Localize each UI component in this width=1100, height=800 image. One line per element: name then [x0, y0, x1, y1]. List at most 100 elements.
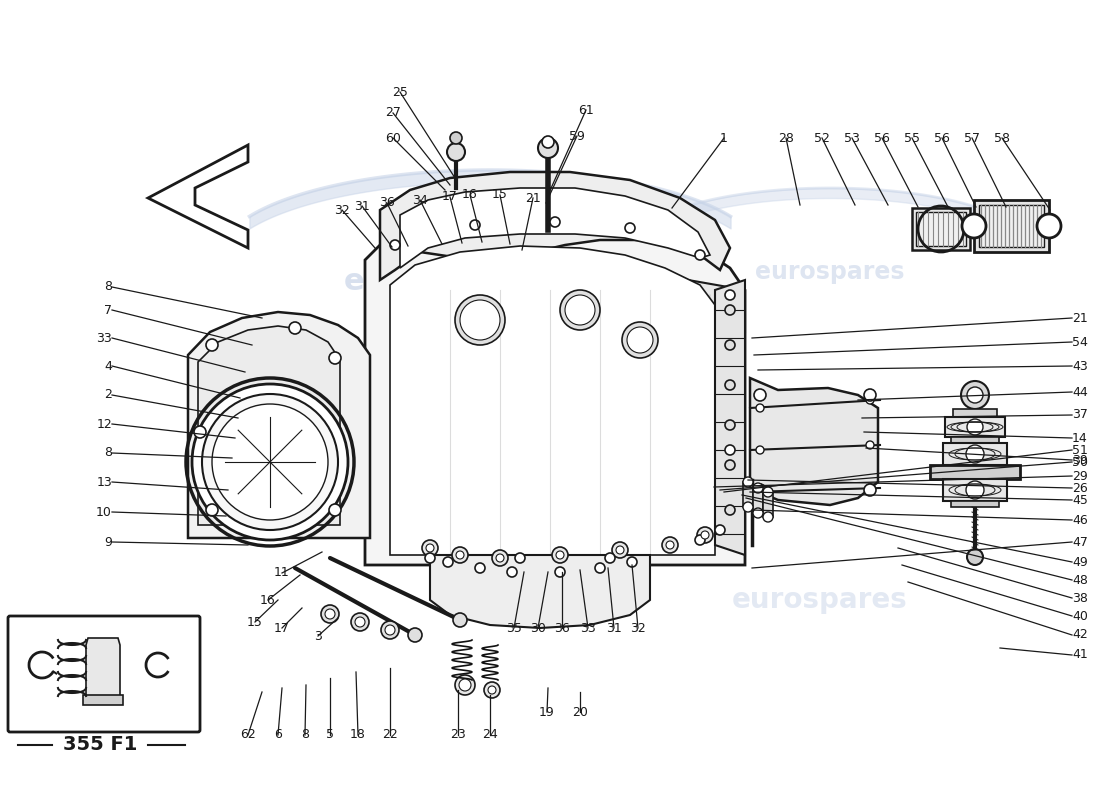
Text: 34: 34	[412, 194, 428, 206]
Text: 15: 15	[248, 615, 263, 629]
Text: 59: 59	[569, 130, 585, 142]
Text: 12: 12	[97, 418, 112, 430]
Text: 35: 35	[506, 622, 521, 634]
Text: 50: 50	[1072, 455, 1088, 469]
Circle shape	[351, 613, 369, 631]
Circle shape	[605, 553, 615, 563]
Circle shape	[866, 484, 874, 492]
Circle shape	[754, 389, 766, 401]
Polygon shape	[148, 145, 248, 248]
Text: 51: 51	[1072, 443, 1088, 457]
Text: 32: 32	[334, 203, 350, 217]
Bar	[979, 205, 1044, 247]
Text: 37: 37	[1072, 409, 1088, 422]
Text: eurospares: eurospares	[756, 260, 904, 284]
Circle shape	[556, 567, 565, 577]
Text: 58: 58	[994, 131, 1010, 145]
Circle shape	[556, 551, 564, 559]
Text: 22: 22	[382, 729, 398, 742]
Bar	[953, 409, 997, 417]
Polygon shape	[379, 172, 730, 280]
Polygon shape	[86, 638, 120, 700]
Text: 36: 36	[379, 197, 395, 210]
Text: 36: 36	[554, 622, 570, 634]
Circle shape	[627, 327, 653, 353]
Circle shape	[612, 542, 628, 558]
Text: 19: 19	[539, 706, 554, 718]
Text: 63: 63	[14, 637, 30, 650]
Text: 2: 2	[104, 389, 112, 402]
Text: 17: 17	[442, 190, 458, 203]
Text: 43: 43	[1072, 359, 1088, 373]
Circle shape	[756, 488, 764, 496]
Text: 53: 53	[844, 131, 860, 145]
Text: 6: 6	[274, 729, 282, 742]
Text: 23: 23	[450, 729, 466, 742]
Circle shape	[627, 557, 637, 567]
Circle shape	[565, 295, 595, 325]
Text: 33: 33	[97, 331, 112, 345]
Text: eurospares: eurospares	[733, 586, 908, 614]
Circle shape	[966, 445, 984, 463]
Circle shape	[742, 502, 754, 512]
Text: 355 F1: 355 F1	[63, 735, 138, 754]
Bar	[742, 482, 754, 507]
Circle shape	[455, 295, 505, 345]
Circle shape	[552, 547, 568, 563]
Text: 40: 40	[1072, 610, 1088, 622]
Text: 29: 29	[1072, 470, 1088, 482]
Polygon shape	[390, 246, 715, 555]
Text: 9: 9	[104, 535, 112, 549]
Circle shape	[754, 484, 766, 496]
Text: 16: 16	[462, 189, 477, 202]
Text: 11: 11	[274, 566, 290, 579]
Circle shape	[742, 477, 754, 487]
Circle shape	[460, 300, 500, 340]
Polygon shape	[430, 555, 650, 628]
Text: 18: 18	[350, 729, 366, 742]
Circle shape	[455, 675, 475, 695]
Text: 42: 42	[1072, 629, 1088, 642]
Circle shape	[725, 505, 735, 515]
Circle shape	[725, 305, 735, 315]
Circle shape	[756, 404, 764, 412]
Circle shape	[756, 446, 764, 454]
Text: 32: 32	[630, 622, 646, 634]
Circle shape	[456, 551, 464, 559]
Text: 8: 8	[104, 446, 112, 459]
Circle shape	[542, 136, 554, 148]
Text: 26: 26	[1072, 482, 1088, 494]
Text: 7: 7	[104, 303, 112, 317]
Bar	[763, 492, 773, 517]
Circle shape	[725, 380, 735, 390]
Text: 27: 27	[385, 106, 400, 119]
Text: 21: 21	[1072, 311, 1088, 325]
Text: 55: 55	[904, 131, 920, 145]
Circle shape	[967, 549, 983, 565]
Circle shape	[194, 426, 206, 438]
Polygon shape	[198, 326, 340, 525]
Text: eurospares: eurospares	[343, 267, 537, 297]
Circle shape	[625, 223, 635, 233]
Text: 62: 62	[95, 629, 110, 642]
Circle shape	[538, 138, 558, 158]
Circle shape	[754, 508, 763, 518]
Circle shape	[425, 553, 435, 563]
Circle shape	[385, 625, 395, 635]
Circle shape	[966, 481, 984, 499]
Text: 17: 17	[274, 622, 290, 634]
Circle shape	[450, 132, 462, 144]
Circle shape	[289, 322, 301, 334]
Circle shape	[560, 290, 600, 330]
Text: 47: 47	[1072, 535, 1088, 549]
Circle shape	[961, 381, 989, 409]
Polygon shape	[400, 188, 710, 268]
Text: 56: 56	[934, 131, 950, 145]
Circle shape	[695, 250, 705, 260]
Circle shape	[329, 504, 341, 516]
Circle shape	[725, 340, 735, 350]
Text: 1: 1	[720, 131, 728, 145]
Text: 10: 10	[96, 506, 112, 518]
Circle shape	[443, 557, 453, 567]
Circle shape	[662, 537, 678, 553]
